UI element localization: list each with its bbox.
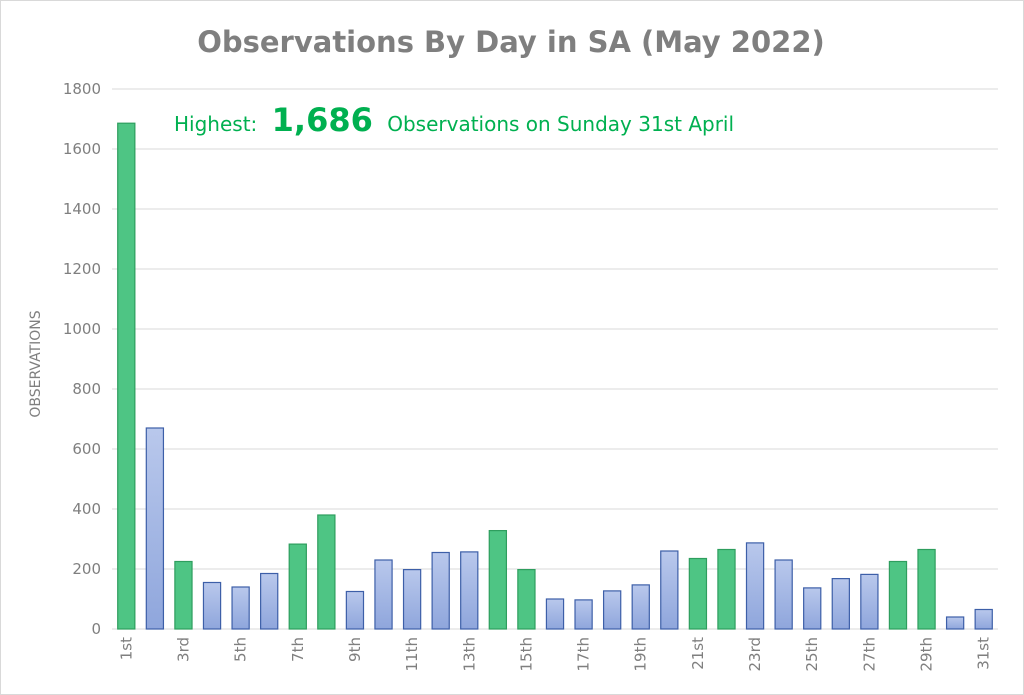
bar-17th (574, 599, 593, 630)
annotation-value: 1,686 (272, 101, 373, 139)
bar-19th (631, 584, 650, 630)
bar-16th (545, 598, 565, 630)
x-tick-label: 1st (117, 637, 135, 660)
bar-21st (688, 557, 708, 630)
bar-11th (402, 568, 422, 630)
bar-3rd (174, 560, 193, 630)
x-tick-label: 27th (860, 637, 878, 671)
bar-9th (345, 590, 365, 630)
bar-10th (374, 559, 393, 630)
x-axis-ticks: 1st 3rd 5th 7th 9th 11th 13th 15th 17th 19th 21st 2… (117, 637, 992, 672)
bar-27th (860, 573, 879, 630)
y-axis-label: OBSERVATIONS (28, 310, 44, 417)
bar-1st (117, 122, 136, 630)
y-tick-label: 600 (72, 440, 101, 458)
y-tick-label: 1200 (63, 260, 101, 278)
y-tick-label: 1800 (63, 80, 101, 98)
bar-24th (774, 559, 793, 630)
bar-22nd (717, 548, 736, 630)
annotation-prefix: Highest: (174, 112, 257, 136)
bars (117, 122, 993, 630)
grid-lines (112, 88, 998, 630)
bar-25th (803, 587, 822, 630)
bar-13th (460, 551, 479, 630)
y-tick-label: 800 (72, 380, 101, 398)
bar-2nd (145, 427, 165, 630)
bar-31st (974, 608, 993, 630)
x-tick-label: 19th (632, 637, 650, 671)
bar-20th (660, 550, 679, 630)
x-tick-label: 11th (403, 637, 421, 671)
x-tick-label: 7th (289, 637, 307, 662)
x-tick-label: 3rd (174, 637, 192, 662)
bar-18th (602, 590, 622, 630)
bar-7th (288, 543, 307, 630)
bar-30th (945, 616, 965, 630)
y-tick-label: 0 (91, 620, 101, 638)
y-tick-label: 1000 (63, 320, 101, 338)
x-tick-label: 17th (575, 637, 593, 671)
x-tick-label: 29th (918, 637, 936, 671)
x-tick-label: 25th (803, 637, 821, 671)
y-axis-ticks: 0 200 400 600 800 1000 1200 1400 1600 1800 (63, 80, 101, 638)
bar-28th (888, 560, 908, 630)
x-tick-label: 13th (460, 637, 478, 671)
annotation-suffix: Observations on Sunday 31st April (387, 112, 734, 136)
bar-6th (260, 572, 279, 630)
highest-annotation: Highest: 1,686 Observations on Sunday 31… (174, 101, 734, 139)
x-tick-label: 31st (975, 637, 993, 670)
y-tick-label: 400 (72, 500, 101, 518)
bar-12th (431, 551, 450, 630)
bar-14th (488, 529, 508, 630)
bar-29th (917, 548, 936, 630)
bar-4th (202, 581, 222, 630)
y-tick-label: 1600 (63, 140, 101, 158)
x-tick-label: 5th (232, 637, 250, 662)
bar-8th (317, 514, 336, 630)
x-tick-label: 21st (689, 637, 707, 670)
bar-26th (831, 577, 850, 630)
bar-15th (517, 568, 536, 630)
chart-title: Observations By Day in SA (May 2022) (197, 25, 825, 59)
x-tick-label: 23rd (746, 637, 764, 672)
x-tick-label: 15th (517, 637, 535, 671)
x-tick-label: 9th (346, 637, 364, 662)
y-tick-label: 200 (72, 560, 101, 578)
y-tick-label: 1400 (63, 200, 101, 218)
bar-23rd (745, 542, 765, 630)
bar-5th (231, 586, 250, 630)
